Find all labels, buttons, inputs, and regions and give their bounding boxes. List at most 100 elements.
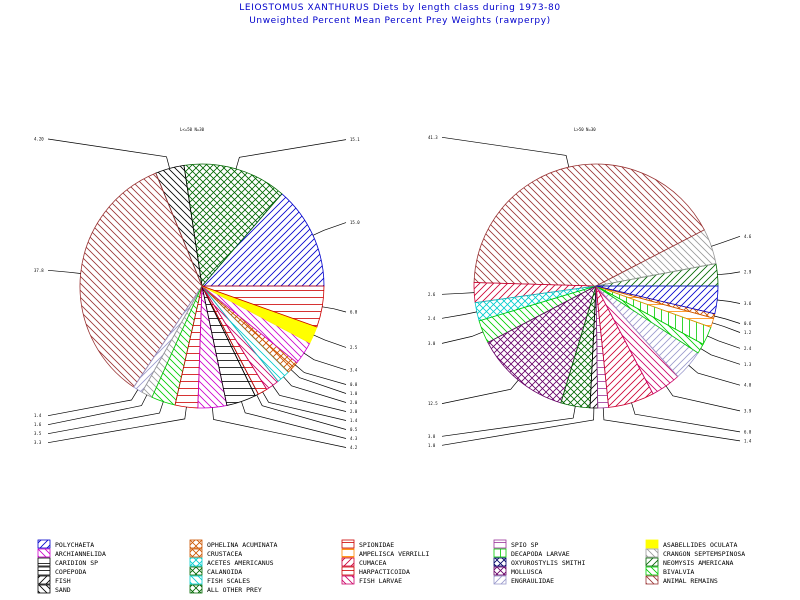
legend-item-oxyurostylis-smithi: OXYUROSTYLIS SMITHI — [493, 557, 585, 567]
leader-line — [441, 311, 477, 319]
slice-label: 2.4 — [744, 346, 752, 351]
legend-item-fish-scales: FISH SCALES — [189, 575, 250, 585]
legend-label: OPHELINA ACUMINATA — [207, 541, 278, 549]
legend-label: MOLLUSCA — [511, 568, 542, 576]
slice-label: 0.8 — [350, 382, 358, 387]
leader-line — [256, 394, 347, 430]
slice-label: 2.4 — [428, 316, 436, 321]
legend-swatch — [37, 584, 51, 594]
legend-swatch — [341, 548, 355, 558]
slice-label: 4.3 — [350, 436, 358, 441]
slice-label: 1.4 — [350, 418, 358, 423]
slice-label: 0.5 — [350, 427, 358, 432]
slice-label: 41.3 — [428, 135, 438, 140]
pie-chart-1: L<=50 N=30 4.20 37.8 1.4 1.6 3.5 3.3 15.1 15.0 6.… — [34, 127, 360, 450]
leader-line — [262, 391, 347, 421]
leader-line — [294, 364, 347, 385]
leader-line — [47, 269, 81, 274]
leader-line — [717, 299, 741, 304]
leader-line — [47, 394, 148, 426]
legend-item-asabellides-oculata: ASABELLIDES OCULATA — [645, 539, 737, 549]
legend-item-bivalvia: BIVALVIA — [645, 566, 694, 576]
chart-subtitle: Unweighted Percent Mean Percent Prey Wei… — [249, 16, 551, 26]
legend-swatch — [341, 539, 355, 549]
slice-label: 37.8 — [34, 268, 44, 273]
legend-item-polychaeta: POLYCHAETA — [37, 539, 94, 549]
legend-swatch — [189, 584, 203, 594]
slice-label: 6.0 — [744, 429, 752, 434]
leader-line — [47, 389, 139, 417]
slice-label: 3.6 — [744, 301, 752, 306]
legend-item-neomysis-americana: NEOMYSIS AMERICANA — [645, 557, 734, 567]
slice-label: 15.1 — [350, 137, 360, 142]
legend-swatch — [645, 548, 659, 558]
legend-swatch — [189, 575, 203, 585]
leader-line — [711, 235, 741, 247]
slice-label: 2.9 — [744, 269, 752, 274]
leader-line — [631, 402, 741, 433]
slice-label: 1.3 — [744, 362, 752, 367]
slice-label: 1.0 — [428, 443, 436, 448]
leader-line — [441, 292, 475, 295]
legend-label: ACETES AMERICANUS — [207, 559, 274, 567]
leader-line — [707, 335, 741, 349]
legend-swatch — [37, 557, 51, 567]
leader-line — [441, 331, 484, 344]
legend-label: CUMACEA — [359, 559, 386, 567]
legend-swatch — [645, 557, 659, 567]
slice-label: 2.0 — [350, 409, 358, 414]
legend-label: SPIONIDAE — [359, 541, 394, 549]
slice-label: 6.0 — [350, 310, 358, 315]
legend-label: DECAPODA LARVAE — [511, 550, 570, 558]
legend-label: CRUSTACEA — [207, 550, 242, 558]
pie-chart-2: L>50 N=30 41.3 2.6 2.4 3.0 12.5 3.8 1.0 4.6 2.9 3.… — [428, 127, 752, 448]
slice-label: 3.9 — [744, 408, 752, 413]
slice-label: 3.0 — [428, 341, 436, 346]
leader-line — [441, 407, 595, 446]
slice-label: 15.0 — [350, 220, 360, 225]
pie-slice-all-other-prey — [183, 163, 283, 287]
legend-swatch — [341, 557, 355, 567]
legend-swatch — [37, 575, 51, 585]
legend-label: ASABELLIDES OCULATA — [663, 541, 737, 549]
legend-item-calanoida: CALANOIDA — [189, 566, 242, 576]
leader-line — [272, 385, 347, 412]
legend-swatch — [189, 566, 203, 576]
legend-item-mollusca: MOLLUSCA — [493, 566, 542, 576]
slice-label: 1.4 — [34, 413, 42, 418]
legend-swatch — [493, 566, 507, 576]
legend-label: BIVALVIA — [663, 568, 694, 576]
pie-slice-spionidae — [201, 285, 325, 328]
pie-header: L<=50 N=30 — [180, 127, 205, 132]
legend-label: SPIO SP — [511, 541, 538, 549]
slice-label: 3.8 — [428, 434, 436, 439]
legend-item-fish-larvae: FISH LARVAE — [341, 575, 402, 585]
slice-label: 3.4 — [350, 367, 358, 372]
leader-line — [283, 376, 347, 403]
slice-label: 3.5 — [34, 431, 42, 436]
pie-slice-animal-remains — [79, 172, 203, 388]
legend-label: SAND — [55, 586, 71, 594]
leader-line — [441, 136, 570, 168]
legend-item-archiannelida: ARCHIANNELIDA — [37, 548, 106, 558]
legend-label: NEOMYSIS AMERICANA — [663, 559, 734, 567]
legend-swatch — [341, 575, 355, 585]
legend-label: FISH SCALES — [207, 577, 250, 585]
leader-line — [714, 315, 741, 324]
leader-line — [47, 138, 170, 169]
slice-label: 4.2 — [350, 445, 358, 450]
pie-header: L>50 N=30 — [574, 127, 596, 132]
legend-label: FISH LARVAE — [359, 577, 402, 585]
legend-label: COPEPODA — [55, 568, 86, 576]
chart-title: LEIOSTOMUS XANTHURUS Diets by length cla… — [239, 3, 561, 13]
slice-label: 1.2 — [744, 330, 752, 335]
legend-label: POLYCHAETA — [55, 541, 94, 549]
legend-swatch — [341, 566, 355, 576]
legend-label: ANIMAL REMAINS — [663, 577, 718, 585]
leader-line — [602, 407, 741, 442]
legend-swatch — [189, 539, 203, 549]
legend-swatch — [37, 548, 51, 558]
legend-item-fish: FISH — [37, 575, 71, 585]
legend-swatch — [493, 557, 507, 567]
slice-label: 12.5 — [428, 401, 438, 406]
